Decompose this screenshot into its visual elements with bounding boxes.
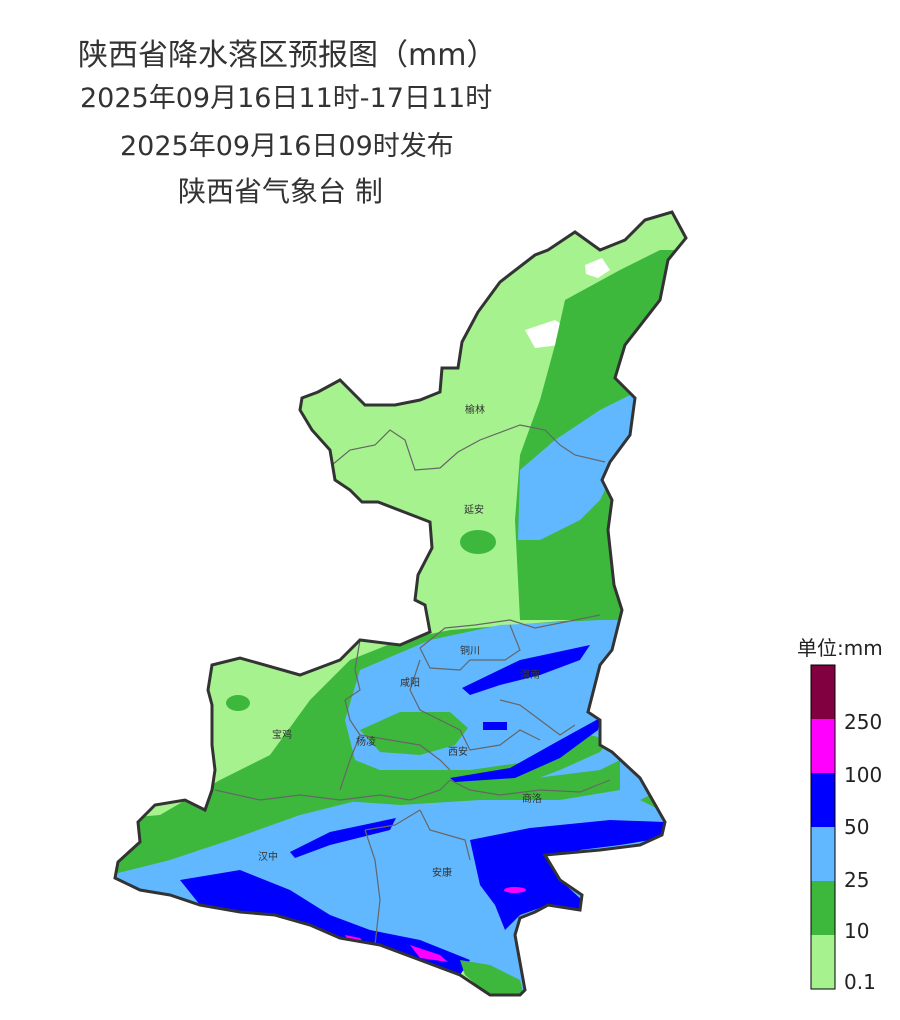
precip-50-spot — [483, 722, 507, 730]
precip-50-band — [290, 818, 396, 858]
issuer: 陕西省气象台 制 — [178, 175, 383, 208]
no-rain-patch — [585, 258, 610, 278]
precip-fill-layer — [115, 212, 686, 995]
legend-swatch-250 — [811, 665, 835, 719]
legend-colorbar — [810, 664, 836, 990]
city-label-baoji: 宝鸡 — [272, 728, 292, 741]
precip-10-patch — [360, 712, 468, 755]
city-label-yulin: 榆林 — [465, 403, 485, 416]
precip-50-area — [470, 820, 665, 930]
legend-label-250: 250 — [844, 710, 883, 734]
precip-50-band — [450, 718, 600, 782]
legend-label-10: 10 — [844, 919, 870, 943]
city-label-yanan: 延安 — [464, 503, 484, 516]
city-label-yangling: 杨凌 — [356, 735, 376, 748]
legend-swatch-100 — [811, 719, 835, 773]
precip-10-spot — [460, 530, 496, 554]
city-label-shangluo: 商洛 — [522, 792, 542, 805]
city-label-weinan: 渭南 — [520, 668, 540, 681]
legend-label-100: 100 — [844, 763, 883, 787]
precip-50-area — [180, 870, 470, 975]
city-labels: 榆林 延安 铜川 渭南 咸阳 宝鸡 杨凌 西安 商洛 汉中 安康 — [258, 403, 542, 879]
legend-frame — [810, 664, 836, 990]
precip-10-patch — [460, 960, 525, 995]
legend-swatch-50 — [811, 773, 835, 827]
precip-10-spot — [226, 695, 250, 711]
map-title: 陕西省降水落区预报图（mm） — [78, 38, 497, 73]
precip-100-spot — [410, 945, 448, 962]
precip-25-area — [518, 390, 640, 540]
precip-50-band — [462, 645, 590, 695]
legend-swatch-25 — [811, 827, 835, 881]
precip-100-spot — [504, 887, 526, 893]
city-label-ankang: 安康 — [432, 866, 452, 879]
legend-label-25: 25 — [844, 868, 870, 892]
forecast-period: 2025年09月16日11时-17日11时 — [80, 83, 493, 114]
legend-label-50: 50 — [844, 815, 870, 839]
precip-10-band — [330, 760, 620, 805]
city-label-xianyang: 咸阳 — [400, 677, 420, 689]
city-label-xian: 西安 — [448, 745, 468, 758]
city-label-hanzhong: 汉中 — [258, 850, 278, 863]
legend-swatch-10 — [811, 881, 835, 935]
city-label-tongchuan: 铜川 — [460, 645, 480, 657]
issue-time: 2025年09月16日09时发布 — [120, 131, 454, 162]
legend-swatch-0.1 — [811, 935, 835, 989]
city-boundaries — [214, 424, 611, 946]
legend-label-0.1: 0.1 — [844, 970, 876, 994]
legend-unit: 单位:mm — [797, 636, 883, 660]
